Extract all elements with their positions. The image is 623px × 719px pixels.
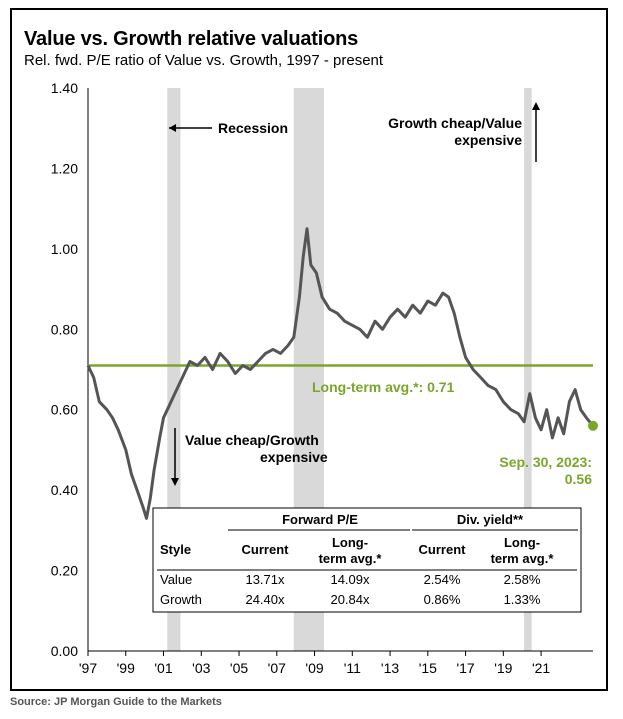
table-border (152, 507, 582, 613)
y-tick-label: 0.80 (51, 321, 78, 337)
y-tick-label: 0.20 (51, 563, 78, 579)
recession-label: Recession (218, 120, 288, 136)
table-header-cell-line2: term avg.* (491, 551, 555, 566)
y-axis-ticks: 0.00 0.20 0.40 0.60 0.80 1.00 1.20 1.40 (51, 80, 78, 659)
up-arrow-head (532, 102, 540, 110)
x-tick-label: '03 (192, 660, 210, 676)
x-tick-label: '01 (154, 660, 172, 676)
table-cell: 1.33% (504, 592, 541, 607)
x-axis-ticks: '97 '99 '01 '03 '05 '07 '09 '11 '13 '15 '17 '19 '21 (79, 651, 550, 676)
x-tick-label: '99 (117, 660, 135, 676)
x-tick-label: '17 (456, 660, 474, 676)
table-header-cell-line2: term avg.* (319, 551, 383, 566)
table-cell: Value (160, 572, 192, 587)
group-header-forward-pe: Forward P/E (282, 512, 358, 527)
table-header-cell: Style (160, 542, 191, 557)
end-point-label-line2: 0.56 (565, 471, 592, 487)
chart-subtitle: Rel. fwd. P/E ratio of Value vs. Growth,… (24, 52, 384, 69)
x-tick-label: '21 (532, 660, 550, 676)
recession-arrow-head (169, 124, 176, 132)
y-tick-label: 1.00 (51, 241, 78, 257)
table-cell: 20.84x (330, 592, 370, 607)
growth-cheap-annotation: Growth cheap/Value expensive (388, 102, 540, 162)
y-tick-label: 0.60 (51, 402, 78, 418)
x-tick-label: '07 (268, 660, 286, 676)
x-tick-label: '19 (494, 660, 512, 676)
table-cell: 2.54% (424, 572, 461, 587)
end-point-label-line1: Sep. 30, 2023: (499, 454, 592, 470)
y-tick-label: 1.20 (51, 160, 78, 176)
table-header-cell: Current (419, 542, 467, 557)
end-point-marker (588, 420, 598, 431)
table-header-cell: Current (242, 542, 290, 557)
recession-band-2 (524, 88, 532, 651)
y-tick-label: 0.00 (51, 643, 78, 659)
chart-title: Value vs. Growth relative valuations (24, 28, 359, 50)
value-cheap-annotation: Value cheap/Growth expensive (171, 428, 328, 486)
table-cell: 24.40x (245, 592, 285, 607)
recession-annotation: Recession (169, 120, 288, 136)
valuation-table: Forward P/E Div. yield** Style Current Lon… (152, 507, 582, 613)
table-cell: 14.09x (330, 572, 370, 587)
table-header-cell: Long- (504, 535, 540, 550)
table-cell: 0.86% (424, 592, 461, 607)
series-line-value-vs-growth (86, 227, 595, 520)
x-tick-label: '97 (79, 660, 97, 676)
y-tick-label: 0.40 (51, 482, 78, 498)
source-note: Source: JP Morgan Guide to the Markets (10, 696, 222, 708)
table-header-cell: Long- (332, 535, 368, 550)
y-tick-label: 1.40 (51, 80, 78, 96)
x-tick-label: '15 (419, 660, 437, 676)
value-cheap-label-line1: Value cheap/Growth (185, 432, 319, 448)
x-tick-label: '05 (230, 660, 248, 676)
x-tick-label: '13 (381, 660, 399, 676)
table-header: Style Current Long-term avg.* Current Long-t… (160, 535, 554, 566)
table-cell: 13.71x (245, 572, 285, 587)
value-cheap-label-line2: expensive (260, 449, 328, 465)
table-body: Value 13.71x 14.09x 2.54% 2.58% Growth 24.40x 2… (160, 572, 541, 607)
growth-cheap-label-line2: expensive (454, 132, 522, 148)
long-term-average-label: Long-term avg.*: 0.71 (312, 379, 455, 395)
x-tick-label: '11 (344, 660, 361, 676)
table-cell: Growth (160, 592, 202, 607)
x-tick-label: '09 (305, 660, 323, 676)
table-cell: 2.58% (504, 572, 541, 587)
growth-cheap-label-line1: Growth cheap/Value (388, 115, 522, 131)
group-header-div-yield: Div. yield** (457, 512, 524, 527)
down-arrow-head (171, 478, 179, 486)
